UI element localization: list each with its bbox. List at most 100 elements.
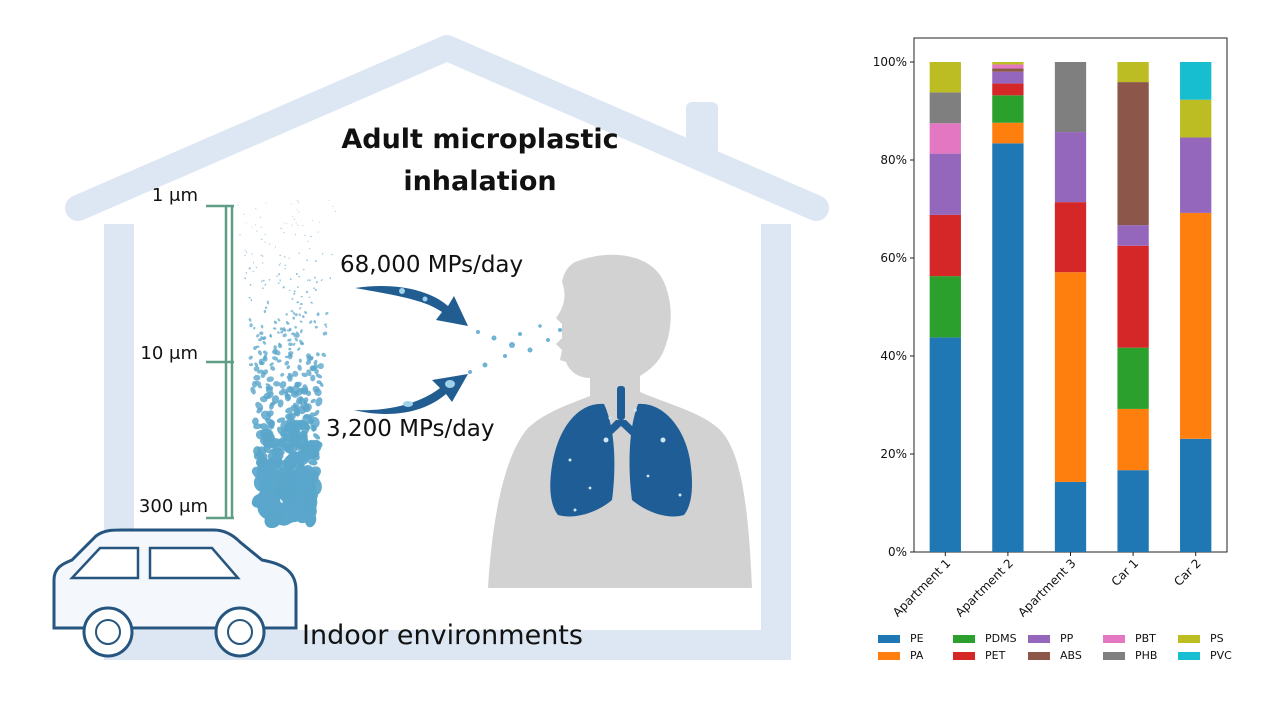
fine-particle-rate: 68,000 MPs/day bbox=[340, 252, 524, 278]
legend-swatch bbox=[1028, 634, 1050, 643]
particle bbox=[291, 297, 294, 300]
particle bbox=[244, 249, 246, 252]
x-tick-label: Car 1 bbox=[1109, 556, 1142, 589]
particle bbox=[293, 218, 296, 220]
particle bbox=[294, 381, 302, 388]
particle bbox=[293, 404, 300, 414]
particle bbox=[315, 397, 323, 407]
legend-item-ps: PS bbox=[1178, 632, 1224, 645]
bar-segment-ps bbox=[992, 62, 1024, 65]
particle bbox=[262, 340, 267, 345]
particle bbox=[264, 510, 283, 529]
particle bbox=[274, 350, 281, 356]
particle bbox=[276, 275, 278, 277]
particle bbox=[308, 296, 311, 298]
particle bbox=[286, 451, 298, 465]
particle bbox=[248, 296, 251, 299]
lungs-icon bbox=[550, 386, 692, 517]
particle bbox=[255, 345, 260, 348]
particle bbox=[244, 277, 247, 280]
particle bbox=[250, 298, 253, 302]
particle bbox=[309, 320, 313, 324]
y-tick-label: 0% bbox=[888, 545, 907, 559]
particle bbox=[260, 410, 272, 421]
legend-item-phb: PHB bbox=[1103, 649, 1157, 662]
particle bbox=[253, 326, 256, 330]
scale-label-300um: 300 μm bbox=[138, 496, 208, 517]
legend-label: PVC bbox=[1210, 649, 1232, 662]
particle bbox=[331, 253, 333, 256]
particle bbox=[300, 329, 303, 334]
particle bbox=[283, 222, 285, 224]
particle bbox=[293, 290, 296, 293]
particle bbox=[253, 366, 260, 372]
particle bbox=[248, 318, 252, 322]
particle bbox=[270, 365, 276, 371]
bar-segment-pp bbox=[1054, 132, 1087, 203]
particle bbox=[269, 334, 273, 338]
particle bbox=[299, 302, 303, 306]
particle bbox=[275, 473, 294, 487]
y-tick-label: 100% bbox=[873, 55, 907, 69]
particle bbox=[278, 264, 281, 266]
particle bbox=[276, 359, 282, 363]
particle bbox=[288, 386, 294, 394]
particle bbox=[294, 233, 297, 236]
particle bbox=[288, 347, 292, 351]
particle bbox=[291, 224, 293, 226]
bar-segment-pe bbox=[1054, 481, 1087, 552]
particle bbox=[269, 362, 274, 367]
illustration-title-line-2: inhalation bbox=[403, 166, 557, 197]
particle bbox=[285, 313, 288, 316]
particle bbox=[334, 210, 336, 212]
particle bbox=[253, 374, 261, 381]
particle bbox=[308, 248, 311, 250]
particle bbox=[271, 456, 281, 462]
x-tick-label: Apartment 2 bbox=[953, 556, 1016, 619]
particle bbox=[324, 323, 327, 326]
particle bbox=[297, 224, 299, 226]
particle bbox=[276, 417, 286, 423]
particle bbox=[317, 363, 324, 370]
particle bbox=[310, 374, 316, 382]
arrow-fine-particles-icon bbox=[355, 286, 468, 326]
particle bbox=[264, 283, 267, 286]
particle bbox=[325, 311, 329, 315]
legend-swatch bbox=[1103, 651, 1125, 660]
legend-label: PP bbox=[1060, 632, 1074, 645]
particle bbox=[265, 202, 267, 204]
particle bbox=[289, 278, 292, 281]
particle bbox=[308, 459, 318, 466]
particle bbox=[314, 368, 319, 374]
bar-segment-pe bbox=[929, 337, 961, 552]
particle bbox=[298, 201, 300, 204]
particle bbox=[260, 254, 263, 256]
particle bbox=[293, 342, 296, 346]
particle bbox=[269, 401, 276, 406]
legend-label: PE bbox=[910, 632, 924, 645]
particle bbox=[249, 283, 252, 286]
particle bbox=[297, 364, 302, 371]
particle bbox=[253, 423, 263, 430]
particle bbox=[316, 380, 322, 385]
legend-item-abs: ABS bbox=[1028, 649, 1082, 662]
bar-segment-pbt bbox=[992, 64, 1024, 69]
particle bbox=[278, 273, 281, 276]
particle bbox=[295, 465, 306, 476]
bar-segment-pet bbox=[992, 83, 1024, 96]
particle bbox=[293, 312, 296, 315]
particle bbox=[273, 345, 277, 349]
particle bbox=[254, 362, 259, 367]
particle bbox=[313, 320, 317, 324]
legend-label: PDMS bbox=[985, 632, 1017, 645]
particle bbox=[269, 420, 275, 428]
particle bbox=[297, 347, 301, 351]
particle bbox=[320, 279, 323, 282]
particle bbox=[251, 226, 253, 228]
scale-label-1um: 1 μm bbox=[151, 185, 198, 206]
bar-segment-pdms bbox=[1117, 347, 1149, 409]
particle bbox=[300, 443, 310, 454]
particle bbox=[260, 324, 264, 329]
particle bbox=[329, 277, 332, 280]
particle bbox=[298, 313, 302, 317]
